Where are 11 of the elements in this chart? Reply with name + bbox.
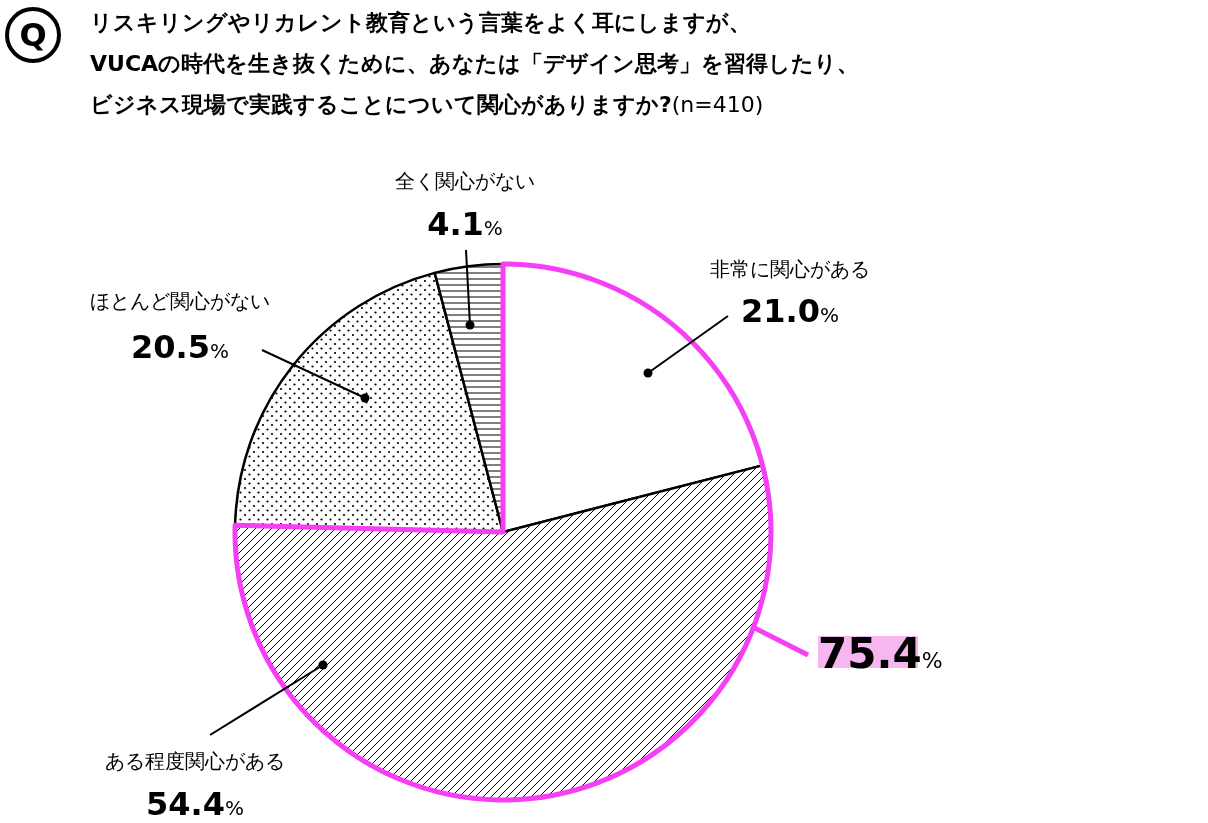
slice-label: ほとんど関心がない [90,289,270,313]
chart-title: リスキリングやリカレント教育という言葉をよく耳にしますが、VUCAの時代を生き抜くために、あなたは「デザイン思考」を習得したり、ビジネス現場で実践することについて関心がありますか?(n=410) [90,10,860,117]
slice-label: 全く関心がない [395,169,535,193]
text: Q [19,16,47,54]
data-label: 20.5% [131,328,229,366]
slice-label: ある程度関心がある [105,749,285,773]
data-label: 4.1% [427,205,503,243]
data-label: 54.4% [146,785,244,823]
text: 75.4% [818,629,943,678]
data-label: 21.0% [741,292,839,330]
slice-label: 非常に関心がある [710,257,870,281]
